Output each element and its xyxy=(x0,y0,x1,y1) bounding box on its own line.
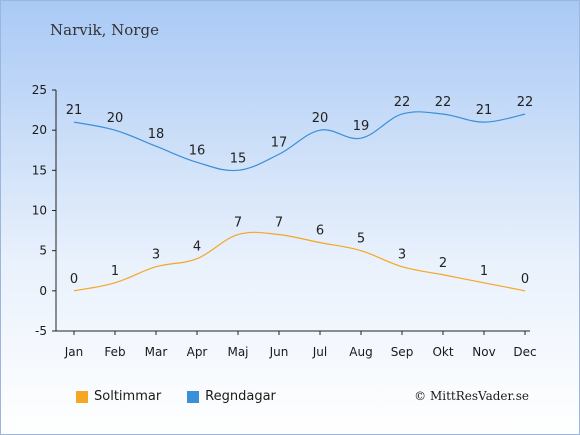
legend-label-regndagar: Regndagar xyxy=(205,389,276,404)
legend-swatch-soltimmar xyxy=(76,390,88,403)
data-label-soltimmar: 1 xyxy=(480,264,488,279)
lines-layer xyxy=(73,111,526,292)
copyright-notice: © MittResVader.se xyxy=(414,389,529,403)
data-label-soltimmar: 1 xyxy=(111,264,119,279)
data-label-regndagar: 22 xyxy=(517,95,534,110)
x-tick-label: Jul xyxy=(312,345,327,359)
data-label-soltimmar: 7 xyxy=(234,216,242,231)
x-tick-label: Feb xyxy=(104,345,125,359)
legend-swatch-regndagar xyxy=(187,390,200,403)
x-tick-label: Nov xyxy=(472,345,495,359)
legend-item-regndagar: Regndagar xyxy=(187,389,276,404)
data-label-soltimmar: 3 xyxy=(152,248,160,263)
data-label-soltimmar: 7 xyxy=(275,216,283,231)
data-label-regndagar: 21 xyxy=(66,103,83,118)
y-tick-label: 20 xyxy=(32,123,47,137)
x-tick-label: Jun xyxy=(269,345,289,359)
data-label-soltimmar: 3 xyxy=(398,248,406,263)
x-tick-label: Aug xyxy=(349,345,372,359)
legend: Soltimmar Regndagar xyxy=(76,389,302,404)
data-label-regndagar: 16 xyxy=(189,143,206,158)
data-label-regndagar: 22 xyxy=(394,95,411,110)
data-label-soltimmar: 2 xyxy=(439,256,447,271)
data-label-soltimmar: 6 xyxy=(316,224,324,239)
legend-item-soltimmar: Soltimmar xyxy=(76,389,161,404)
y-tick-label: 25 xyxy=(32,83,47,97)
data-label-regndagar: 18 xyxy=(148,127,165,142)
data-label-regndagar: 17 xyxy=(271,135,288,150)
data-label-regndagar: 20 xyxy=(312,111,329,126)
x-tick-label: Mar xyxy=(145,345,168,359)
x-tick-label: Jan xyxy=(64,345,84,359)
x-tick-label: Dec xyxy=(513,345,536,359)
data-label-soltimmar: 5 xyxy=(357,232,365,247)
data-label-regndagar: 21 xyxy=(476,103,493,118)
data-label-soltimmar: 0 xyxy=(521,272,529,287)
data-label-soltimmar: 0 xyxy=(70,272,78,287)
series-line-soltimmar xyxy=(73,231,526,292)
series-line-regndagar xyxy=(73,111,526,172)
data-label-regndagar: 19 xyxy=(353,119,370,134)
data-label-regndagar: 15 xyxy=(230,151,247,166)
y-tick-label: -5 xyxy=(35,324,47,338)
data-label-regndagar: 20 xyxy=(107,111,124,126)
y-tick-label: 0 xyxy=(39,284,47,298)
y-tick-label: 5 xyxy=(39,244,47,258)
data-label-regndagar: 22 xyxy=(435,95,452,110)
y-tick-label: 10 xyxy=(32,204,47,218)
x-tick-label: Maj xyxy=(227,345,248,359)
data-label-soltimmar: 4 xyxy=(193,240,201,255)
x-tick-label: Sep xyxy=(391,345,414,359)
legend-label-soltimmar: Soltimmar xyxy=(94,389,162,404)
y-tick-label: 15 xyxy=(32,163,47,177)
x-tick-label: Apr xyxy=(187,345,208,359)
location-title: Narvik, Norge xyxy=(50,21,159,39)
x-tick-label: Okt xyxy=(432,345,453,359)
